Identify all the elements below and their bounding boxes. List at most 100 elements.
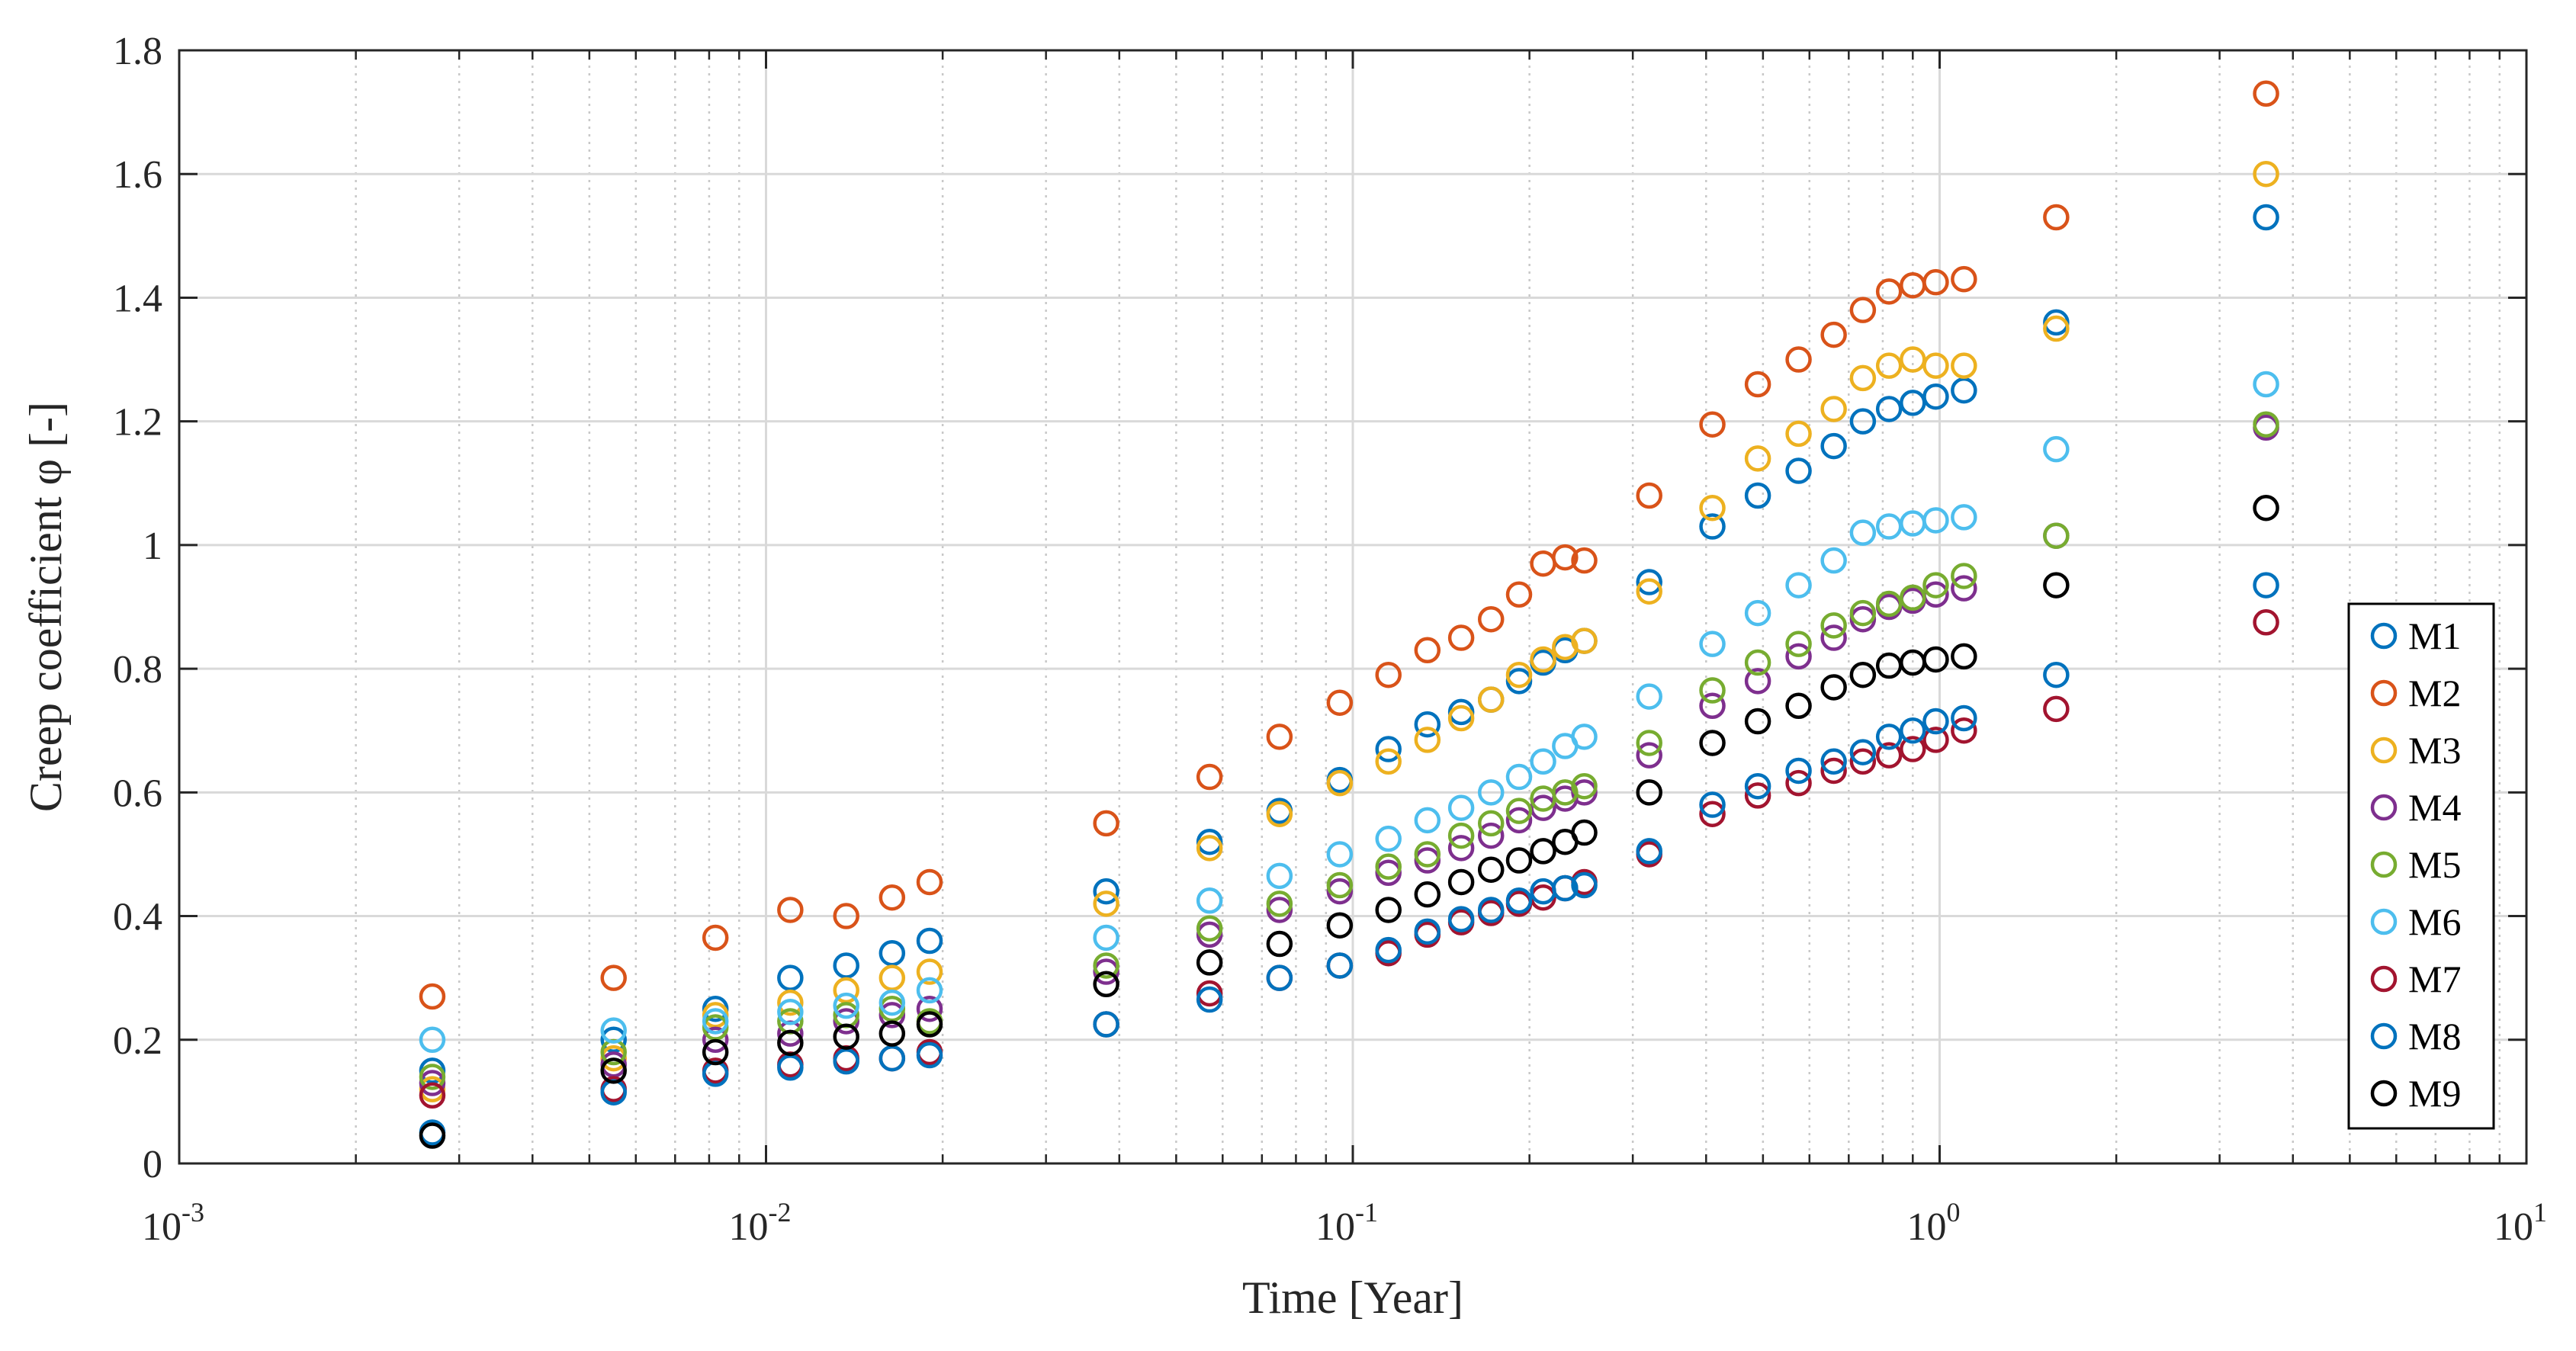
data-point-M6 xyxy=(1571,724,1598,750)
data-point-M9 xyxy=(600,1057,627,1084)
x-tick-label: 101 xyxy=(2494,1197,2547,1249)
legend-label-M3: M3 xyxy=(2408,729,2461,772)
data-point-M6 xyxy=(1414,807,1441,834)
data-point-M8 xyxy=(1447,906,1475,932)
data-point-M7 xyxy=(1785,769,1812,797)
data-point-M2 xyxy=(1820,321,1847,348)
data-point-M2 xyxy=(2043,204,2070,231)
data-point-M5 xyxy=(1699,677,1726,704)
data-point-M1 xyxy=(1636,569,1662,595)
data-point-M2 xyxy=(2253,80,2279,108)
data-point-M9 xyxy=(1571,819,1598,846)
data-point-M9 xyxy=(419,1122,446,1149)
data-point-M2 xyxy=(1093,810,1119,837)
data-point-M9 xyxy=(1447,868,1475,896)
data-point-M7 xyxy=(1875,742,1903,769)
data-point-M6 xyxy=(1699,631,1726,657)
data-point-M8 xyxy=(1552,874,1579,902)
y-tick-label: 1.8 xyxy=(113,30,162,73)
data-point-M2 xyxy=(1447,624,1475,651)
y-tick-labels: 0 0.2 0.4 0.6 0.8 1 1.2 1.4 1.6 1.8 xyxy=(113,30,162,1186)
legend-label-M7: M7 xyxy=(2408,958,2461,1000)
data-point-M3 xyxy=(878,964,906,991)
data-point-M8 xyxy=(1951,704,1977,732)
data-point-M8 xyxy=(833,1048,859,1075)
data-point-M5 xyxy=(1900,584,1926,611)
data-point-M3 xyxy=(1477,686,1505,713)
data-point-M8 xyxy=(1875,724,1903,750)
legend-label-M1: M1 xyxy=(2408,615,2461,657)
data-point-M7 xyxy=(1849,748,1877,775)
data-point-M4 xyxy=(1477,822,1505,849)
x-tick-label: 100 xyxy=(1907,1197,1961,1249)
data-point-M1 xyxy=(1093,878,1119,905)
data-point-M1 xyxy=(878,939,906,967)
data-point-M2 xyxy=(833,903,859,929)
data-point-M9 xyxy=(1093,971,1119,998)
data-point-M3 xyxy=(1699,494,1726,521)
data-point-M1 xyxy=(777,964,804,991)
data-point-M2 xyxy=(916,868,943,896)
data-point-M8 xyxy=(1375,936,1402,964)
data-point-M3 xyxy=(1951,352,1977,379)
x-tick-exponent: 0 xyxy=(1947,1197,1961,1227)
data-point-M6 xyxy=(777,999,804,1025)
data-point-M6 xyxy=(1820,547,1847,574)
data-point-M8 xyxy=(1196,986,1223,1013)
data-point-M9 xyxy=(833,1023,859,1050)
y-tick-label: 0.6 xyxy=(113,772,162,815)
data-point-M7 xyxy=(1900,736,1926,762)
data-point-M5 xyxy=(1414,841,1441,868)
x-tick-base: 10 xyxy=(729,1205,769,1249)
data-point-M5 xyxy=(1785,631,1812,657)
y-tick-label: 1.6 xyxy=(113,153,162,197)
data-point-M6 xyxy=(1505,763,1533,791)
data-point-M9 xyxy=(878,1020,906,1047)
data-point-M5 xyxy=(1375,853,1402,880)
data-point-M2 xyxy=(1571,547,1598,574)
data-point-M3 xyxy=(1414,727,1441,753)
data-point-M1 xyxy=(916,927,943,955)
data-point-M7 xyxy=(2043,695,2070,723)
data-point-M7 xyxy=(1699,801,1726,827)
data-point-M4 xyxy=(1951,575,1977,602)
series-M8 xyxy=(419,572,2279,1146)
data-point-M5 xyxy=(1744,649,1771,676)
data-point-M8 xyxy=(1820,748,1847,775)
series-M6 xyxy=(419,371,2279,1054)
data-point-M8 xyxy=(777,1054,804,1081)
x-tick-labels: 10-3 10-2 10-1 100 101 xyxy=(142,1197,2547,1249)
data-point-M3 xyxy=(1922,352,1949,379)
data-point-M9 xyxy=(1699,730,1726,756)
data-point-M2 xyxy=(1505,581,1533,608)
data-point-M2 xyxy=(419,983,446,1010)
x-tick-base: 10 xyxy=(1907,1205,1947,1249)
data-point-M8 xyxy=(1922,708,1949,735)
data-point-M5 xyxy=(1447,822,1475,849)
legend-marker-M5 xyxy=(2370,851,2398,878)
series-M3 xyxy=(419,160,2279,1102)
data-point-M2 xyxy=(1552,544,1579,571)
data-point-M6 xyxy=(878,989,906,1016)
data-point-M9 xyxy=(916,1011,943,1038)
legend-label-M8: M8 xyxy=(2408,1015,2461,1057)
legend-label-M6: M6 xyxy=(2408,900,2461,943)
data-point-M4 xyxy=(1785,643,1812,670)
data-point-M2 xyxy=(702,924,729,951)
data-point-M9 xyxy=(1820,674,1847,701)
data-point-M7 xyxy=(1922,727,1949,753)
x-tick-label: 10-1 xyxy=(1315,1197,1378,1249)
data-point-M2 xyxy=(1196,763,1223,791)
data-point-M6 xyxy=(1849,519,1877,546)
y-tick-label: 0.4 xyxy=(113,896,162,939)
data-point-M5 xyxy=(1636,730,1662,756)
y-tick-label: 1.2 xyxy=(113,401,162,444)
data-point-M8 xyxy=(1093,1011,1119,1038)
data-point-M9 xyxy=(1196,949,1223,976)
data-point-M5 xyxy=(419,1064,446,1090)
data-point-M1 xyxy=(1849,408,1877,435)
data-point-M2 xyxy=(1785,346,1812,373)
data-point-M2 xyxy=(1849,297,1877,323)
data-point-M2 xyxy=(1375,661,1402,688)
data-point-M8 xyxy=(1477,897,1505,923)
